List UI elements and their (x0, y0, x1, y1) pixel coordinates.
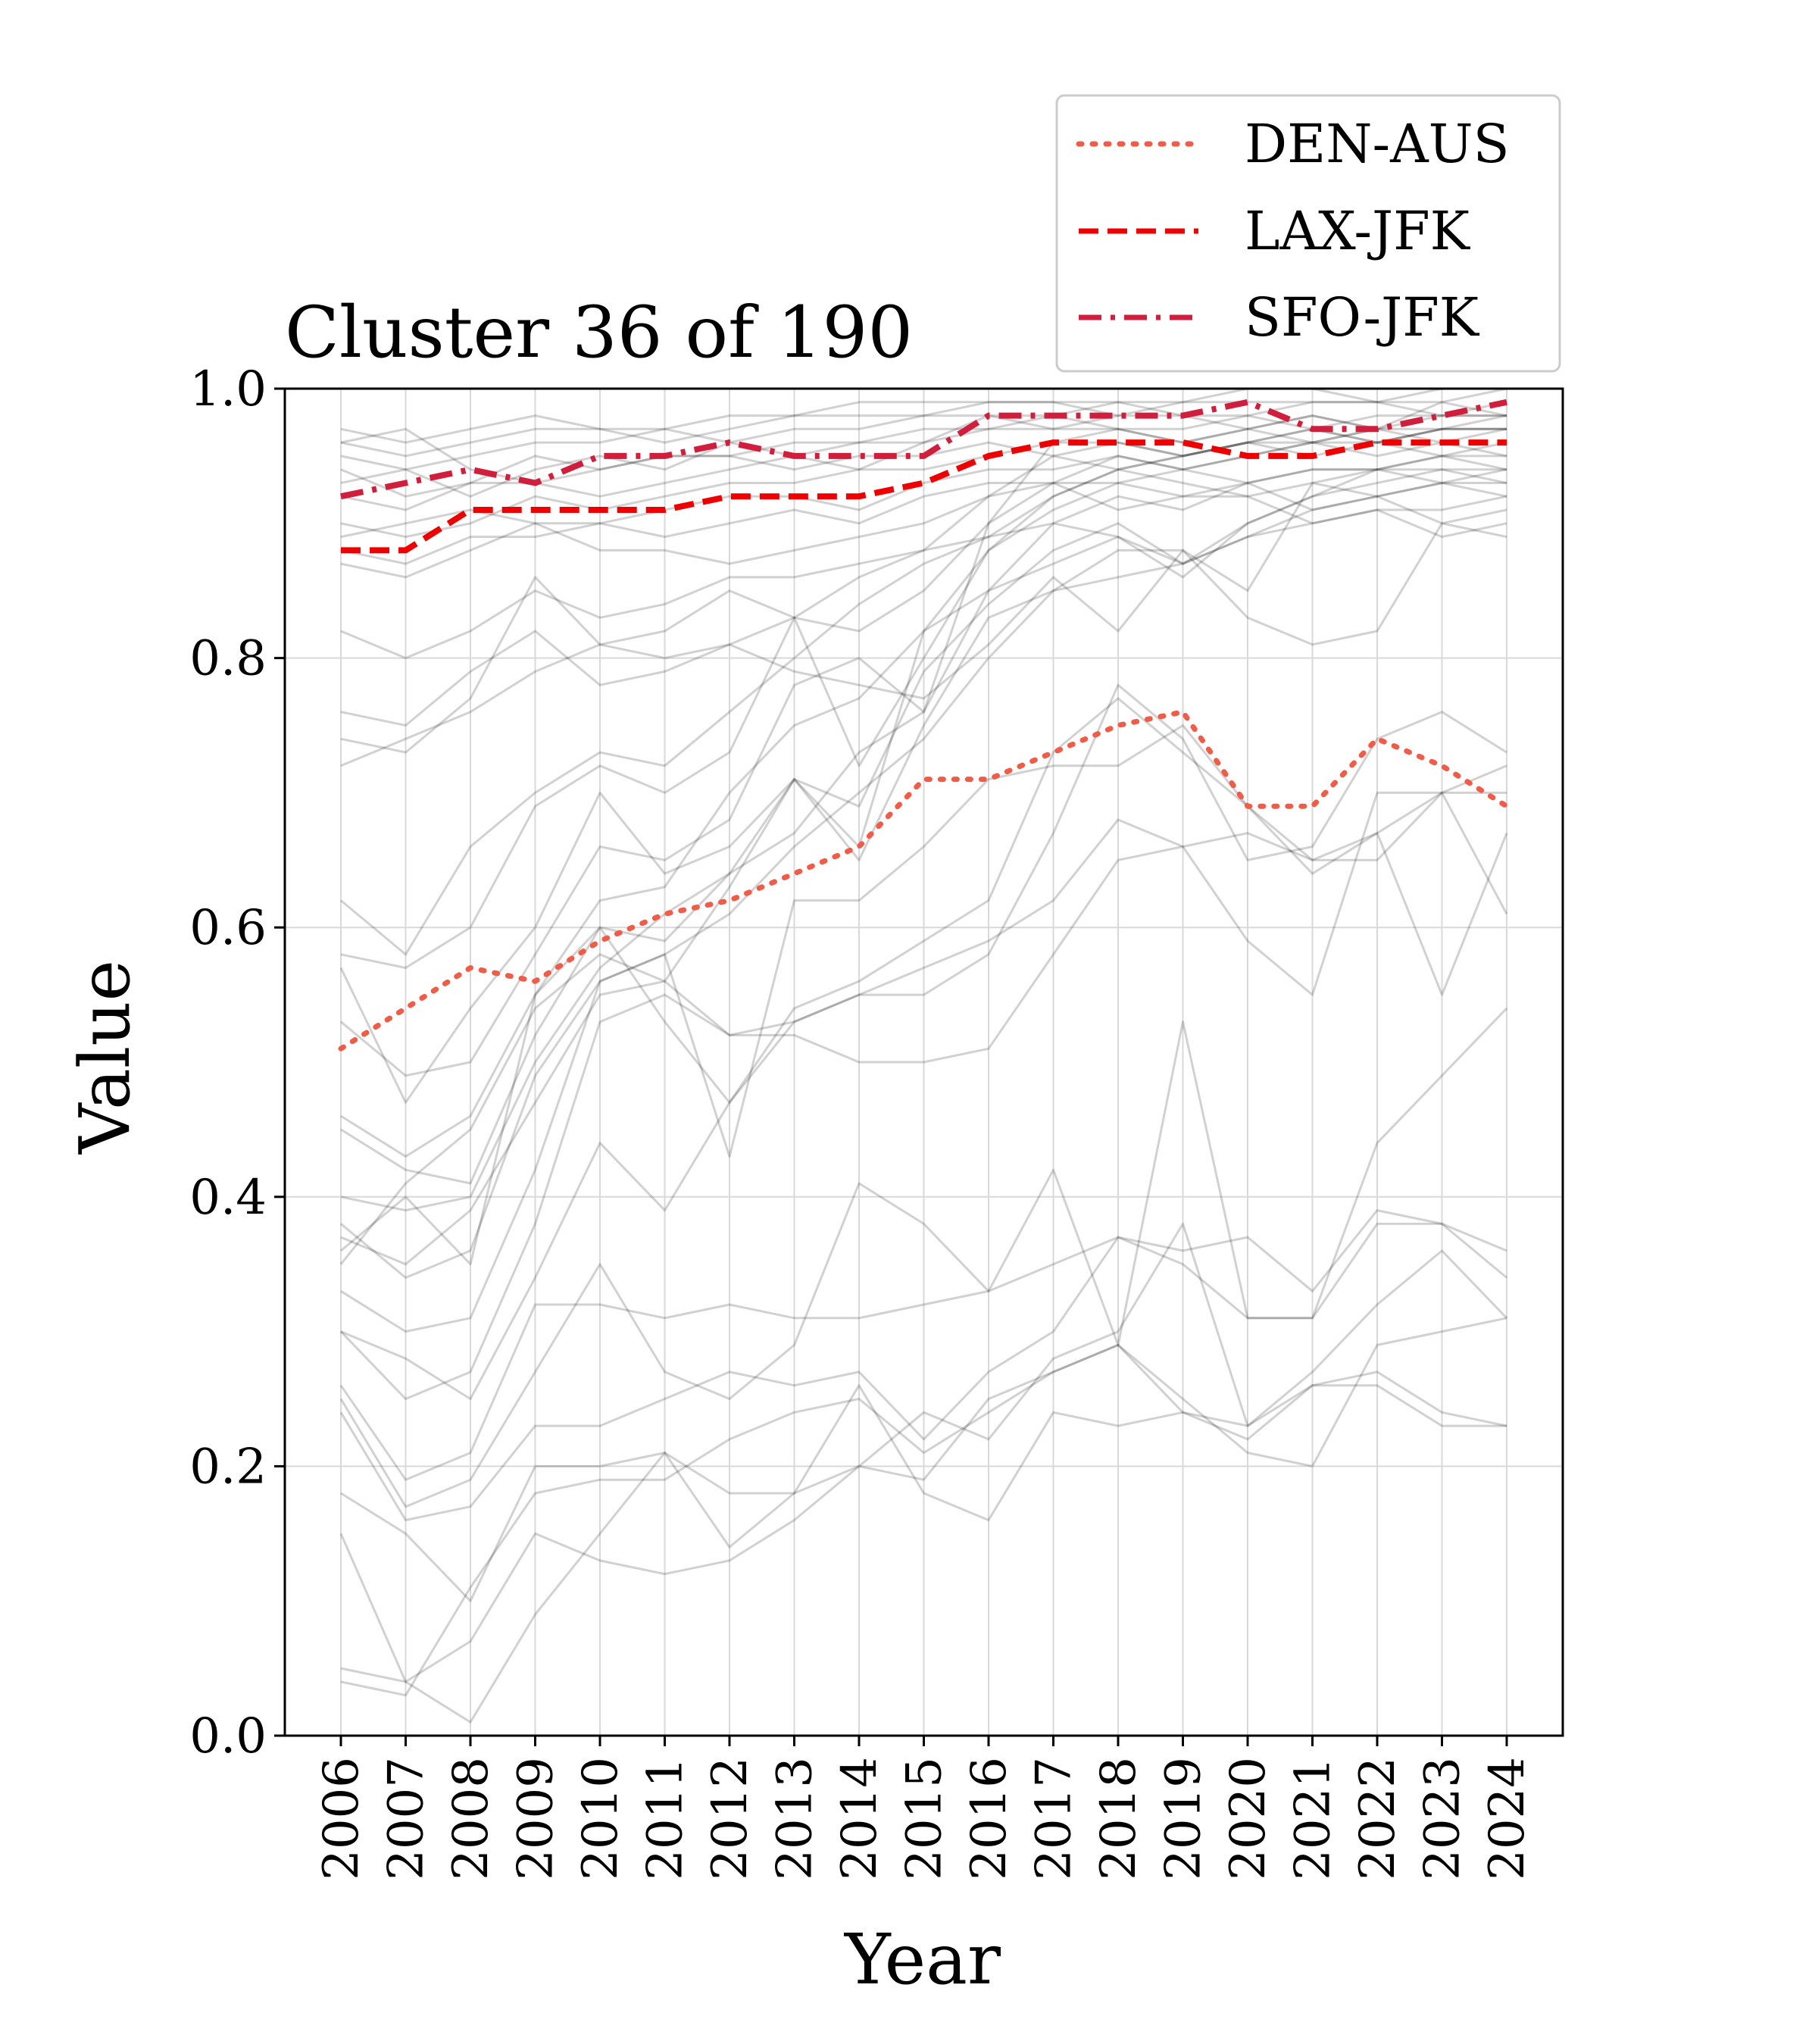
x-tick-label-2012: 2012 (702, 1757, 758, 1880)
legend-box (1055, 94, 1561, 373)
x-tick-label-2015: 2015 (897, 1757, 953, 1880)
background-series-line-25 (340, 791, 1507, 1266)
background-series-line-35 (340, 1249, 1508, 1724)
background-series-line-22 (340, 468, 1507, 1212)
background-series-line-10 (340, 482, 1507, 565)
background-series-line-17 (340, 414, 1507, 969)
x-tick-label-2007: 2007 (379, 1757, 435, 1880)
background-series-line-28 (339, 683, 1507, 1400)
background-series-line-26 (339, 764, 1507, 1265)
x-tick-label-2009: 2009 (508, 1757, 564, 1880)
legend: DEN-AUS LAX-JFK SFO-JFK (1055, 94, 1561, 373)
series-line-lax-jfk (341, 439, 1507, 554)
background-series-line-34 (339, 1317, 1507, 1683)
background-series-line-16 (340, 455, 1507, 956)
y-tick-label-0-0: 0.0 (189, 1708, 267, 1764)
x-tick-label-2008: 2008 (443, 1757, 499, 1880)
legend-label-lax-jfk: LAX-JFK (1245, 200, 1471, 262)
background-series-line-31 (339, 1007, 1508, 1508)
background-series-line-29 (340, 697, 1508, 1400)
background-series-line-11 (340, 482, 1507, 579)
background-series-line-24 (340, 468, 1507, 1266)
x-tick-label-2021: 2021 (1286, 1757, 1342, 1880)
x-axis-label: Year (843, 1919, 1001, 2000)
background-series-line-23 (340, 495, 1507, 1279)
background-series-line-5 (340, 401, 1507, 498)
y-tick-label-0-6: 0.6 (189, 900, 267, 956)
background-series-line-18 (339, 455, 1507, 1104)
x-tick-label-2023: 2023 (1415, 1757, 1471, 1880)
x-tick-label-2024: 2024 (1479, 1757, 1536, 1880)
legend-label-sfo-jfk: SFO-JFK (1245, 286, 1480, 348)
series-line-den-aus (338, 709, 1510, 1052)
x-tick-label-2022: 2022 (1350, 1757, 1406, 1880)
x-tick-label-2006: 2006 (314, 1757, 370, 1880)
background-series-line-2 (340, 387, 1507, 458)
x-tick-label-2014: 2014 (832, 1757, 888, 1880)
y-tick-label-0-4: 0.4 (189, 1170, 267, 1226)
background-series-line-33 (340, 1222, 1507, 1602)
background-series-line-32 (339, 1222, 1507, 1521)
background-series-line-30 (339, 1209, 1507, 1481)
x-tick-label-2017: 2017 (1026, 1757, 1083, 1880)
x-tick-label-2020: 2020 (1220, 1757, 1276, 1880)
x-tick-label-2010: 2010 (573, 1757, 629, 1880)
y-tick-label-1-0: 1.0 (189, 361, 267, 417)
y-axis-label: Value (64, 960, 145, 1155)
background-series-line-14 (340, 522, 1507, 754)
background-series-line-21 (340, 482, 1507, 1185)
x-tick-label-2013: 2013 (767, 1757, 823, 1880)
chart-title: Cluster 36 of 190 (285, 292, 913, 374)
background-series-line-15 (340, 468, 1507, 767)
series-line-sfo-jfk (340, 398, 1507, 500)
y-axis: 0.0 0.2 0.4 0.6 0.8 1.0 (189, 361, 285, 1764)
highlighted-series-group (338, 398, 1510, 1052)
x-tick-label-2019: 2019 (1156, 1757, 1212, 1880)
y-tick-label-0-8: 0.8 (189, 631, 267, 687)
x-axis: 2006 2007 2008 2009 2010 2011 2012 2013 2014 2015… (314, 1736, 1536, 1880)
x-tick-label-2018: 2018 (1091, 1757, 1147, 1880)
legend-label-den-aus: DEN-AUS (1245, 113, 1510, 175)
background-series-line-27 (340, 724, 1508, 1333)
background-series-line-9 (340, 455, 1507, 539)
background-series-line-19 (340, 414, 1507, 1077)
background-series-line-36 (340, 1343, 1507, 1697)
x-tick-label-2011: 2011 (638, 1757, 694, 1880)
x-tick-label-2016: 2016 (961, 1757, 1017, 1880)
background-series-line-3 (340, 401, 1507, 471)
background-series-line-13 (340, 427, 1507, 727)
y-tick-label-0-2: 0.2 (189, 1439, 267, 1495)
